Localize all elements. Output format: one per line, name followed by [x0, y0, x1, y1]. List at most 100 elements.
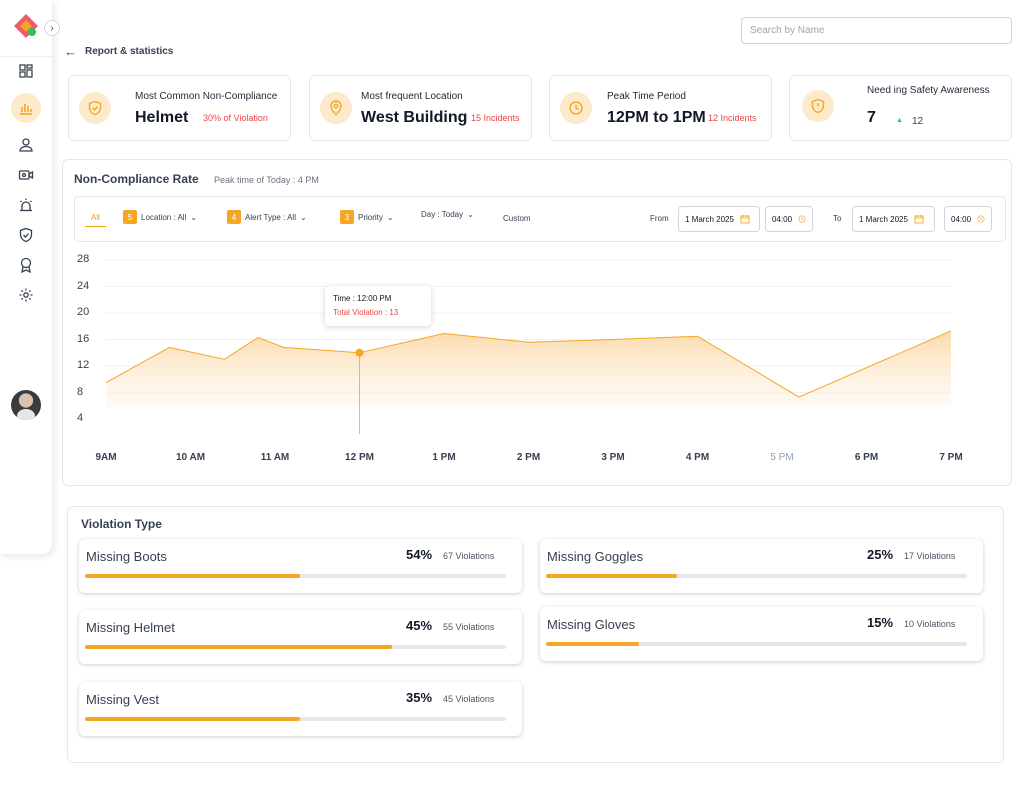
y-tick-label: 28	[77, 253, 90, 265]
from-label: From	[650, 214, 669, 223]
from-time-picker[interactable]: 04:00	[765, 206, 813, 232]
chevron-down-icon: ⌄	[386, 212, 394, 222]
violation-count: 67 Violations	[443, 551, 495, 561]
filter-priority[interactable]: 3 Priority ⌄	[340, 210, 394, 224]
violation-progress-track	[546, 574, 967, 578]
violation-item[interactable]: Missing Helmet 45% 55 Violations	[79, 610, 522, 664]
violation-percent: 25%	[867, 547, 894, 562]
page-title: Report & statistics	[85, 46, 174, 57]
y-tick-label: 8	[77, 385, 84, 398]
y-tick-label: 12	[77, 359, 90, 371]
non-compliance-chart-card: Non-Compliance Rate Peak time of Today :…	[62, 159, 1012, 486]
violation-name: Missing Gloves	[547, 617, 636, 632]
violation-item[interactable]: Missing Gloves 15% 10 Violations	[540, 607, 983, 661]
kpi-value: 12PM to 1PM	[607, 109, 706, 126]
violation-type-title: Violation Type	[81, 517, 162, 531]
x-tick-label: 10 AM	[175, 452, 206, 463]
violation-percent: 45%	[406, 618, 433, 633]
violation-progress-fill	[85, 574, 300, 578]
award-icon[interactable]	[11, 250, 41, 280]
tooltip-time: Time : 12:00 PM	[333, 294, 392, 303]
violation-progress-fill	[546, 642, 639, 646]
user-icon[interactable]	[11, 130, 41, 160]
dashboard-icon[interactable]	[11, 56, 41, 86]
clock-icon	[977, 215, 985, 223]
kpi-label: Peak Time Period	[607, 91, 686, 102]
calendar-icon	[740, 215, 750, 224]
from-date-picker[interactable]: 1 March 2025	[678, 206, 760, 232]
filter-badge: 5	[123, 210, 137, 224]
filter-location[interactable]: 5 Location : All ⌄	[123, 210, 197, 224]
chevron-down-icon: ⌄	[190, 212, 198, 222]
violation-count: 45 Violations	[443, 694, 495, 704]
x-tick-label: 2 PM	[516, 452, 541, 463]
chart-icon[interactable]	[11, 93, 41, 123]
violation-progress-track	[85, 645, 506, 649]
filter-badge: 3	[340, 210, 354, 224]
arrow-left-icon: ←	[64, 44, 77, 59]
filter-custom[interactable]: Custom	[503, 214, 531, 223]
x-tick-label: 4 PM	[685, 452, 710, 463]
kpi-sub: 15 Incidents	[471, 113, 520, 123]
camera-icon[interactable]	[11, 160, 41, 190]
kpi-value: Helmet	[135, 109, 189, 126]
kpi-sub: 12 Incidents	[708, 113, 757, 123]
x-tick-label: 6 PM	[854, 452, 879, 463]
x-tick-label: 11 AM	[260, 452, 290, 463]
kpi-card-peak-time: Peak Time Period 12PM to 1PM 12 Incident…	[549, 75, 772, 141]
sidebar-expand-button[interactable]: ›	[44, 20, 60, 36]
highlight-point[interactable]	[355, 348, 364, 357]
chart-line	[105, 330, 952, 398]
violation-name: Missing Goggles	[547, 549, 644, 564]
logo	[12, 12, 40, 40]
violation-count: 17 Violations	[904, 551, 956, 561]
location-pin-icon	[320, 92, 352, 124]
violation-percent: 35%	[406, 690, 433, 705]
clock-icon	[798, 215, 806, 223]
gear-icon[interactable]	[11, 280, 41, 310]
filter-day[interactable]: Day : Today ⌄	[421, 210, 474, 219]
violation-name: Missing Helmet	[86, 620, 175, 635]
violation-name: Missing Vest	[86, 692, 159, 707]
filter-alert-type[interactable]: 4 Alert Type : All ⌄	[227, 210, 307, 224]
shield-alert-icon	[802, 90, 834, 122]
chart-peak-time: Peak time of Today : 4 PM	[214, 175, 319, 185]
filter-badge: 4	[227, 210, 241, 224]
x-tick-label: 12 PM	[345, 452, 374, 463]
filter-all-tab[interactable]: All	[85, 213, 106, 227]
violation-item[interactable]: Missing Boots 54% 67 Violations	[79, 539, 522, 593]
kpi-card-non-compliance: Most Common Non-Compliance Helmet 30% of…	[68, 75, 291, 141]
kpi-change: 12	[912, 116, 924, 127]
x-tick-label: 1 PM	[432, 452, 456, 463]
to-time-picker[interactable]: 04:00	[944, 206, 992, 232]
y-tick-label: 24	[77, 279, 90, 292]
kpi-label: Need ing Safety Awareness	[867, 85, 990, 96]
time-value: 04:00	[772, 214, 793, 224]
kpi-value: 7	[867, 109, 876, 126]
violation-count: 10 Violations	[904, 619, 956, 629]
x-tick-label: 7 PM	[939, 452, 963, 463]
x-tick-label: 9AM	[95, 452, 117, 463]
kpi-card-location: Most frequent Location West Building 15 …	[309, 75, 532, 141]
y-tick-label: 20	[77, 306, 90, 318]
chart-tooltip: Time : 12:00 PM Total Violation : 13	[325, 286, 431, 326]
violation-item[interactable]: Missing Goggles 25% 17 Violations	[540, 539, 983, 593]
shield-icon[interactable]	[11, 220, 41, 250]
to-label: To	[833, 214, 842, 223]
tooltip-value: Total Violation : 13	[333, 308, 399, 317]
back-link[interactable]: ← Report & statistics	[64, 44, 173, 59]
search-input[interactable]	[741, 17, 1012, 44]
avatar[interactable]	[11, 390, 41, 420]
violation-progress-track	[85, 574, 506, 578]
filter-label: Priority	[358, 212, 383, 222]
violation-progress-fill	[85, 717, 300, 721]
violation-percent: 54%	[406, 547, 433, 562]
violation-item[interactable]: Missing Vest 35% 45 Violations	[79, 682, 522, 736]
to-date-picker[interactable]: 1 March 2025	[852, 206, 935, 232]
area-chart	[105, 259, 952, 434]
violation-count: 55 Violations	[443, 622, 495, 632]
alarm-icon[interactable]	[11, 190, 41, 220]
time-value: 04:00	[951, 214, 972, 224]
kpi-label: Most Common Non-Compliance	[135, 91, 278, 102]
x-tick-label: 3 PM	[601, 452, 625, 463]
